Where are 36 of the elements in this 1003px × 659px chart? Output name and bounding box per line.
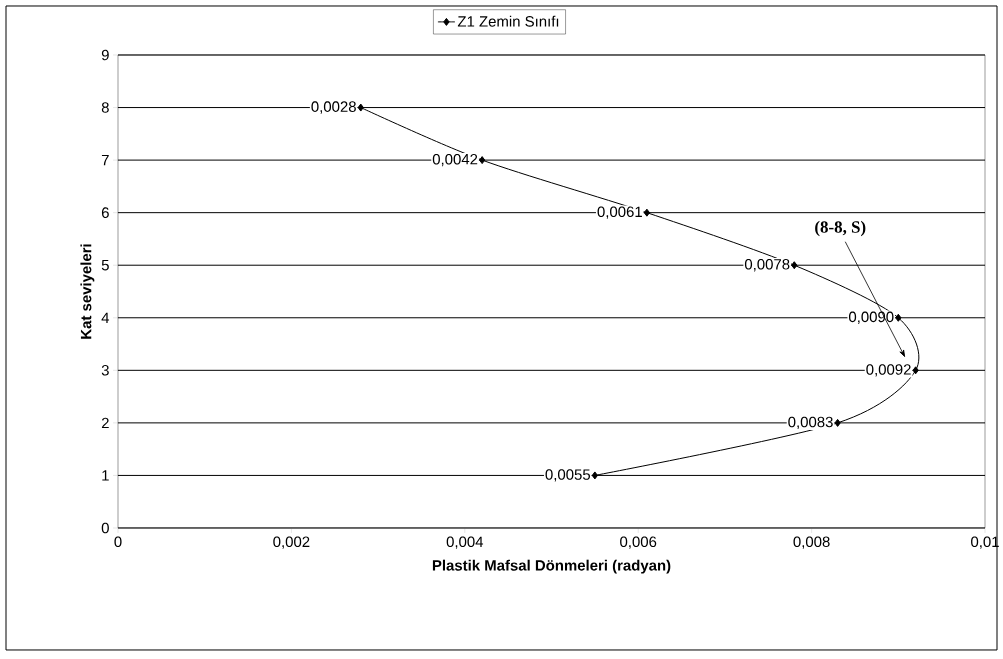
y-axis-title: Kat seviyeleri	[80, 244, 95, 339]
y-tick-label: 1	[102, 470, 109, 481]
x-axis-title: Plastik Mafsal Dönmeleri (radyan)	[432, 559, 671, 574]
point	[912, 366, 919, 375]
annotation: 0,0055	[545, 469, 591, 482]
x-tick-label: 0,008	[793, 536, 830, 549]
point	[834, 418, 841, 427]
x-tick-label: 0,006	[620, 536, 657, 549]
y-tick-label: 9	[101, 49, 109, 61]
y-tick-label: 0	[101, 522, 109, 534]
annotation: 0,0090	[848, 311, 894, 324]
annotation: 0,0078	[744, 259, 790, 272]
x-tick-label: 0,002	[273, 536, 310, 549]
point	[357, 103, 364, 112]
x-tick-label: 0,004	[446, 536, 484, 549]
point	[479, 156, 486, 165]
annotation: (8-8, S)	[815, 220, 866, 237]
legend-label: Z1 Zemin Sınıfı	[457, 15, 559, 27]
y-tick-label: 5	[101, 260, 109, 271]
annotation: 0,0092	[866, 364, 911, 377]
annotation: 0,0083	[788, 416, 833, 430]
annotation: 0,0061	[597, 206, 642, 219]
point	[591, 471, 598, 480]
point	[643, 208, 651, 217]
y-tick-label: 4	[101, 312, 110, 323]
y-tick-label: 3	[101, 365, 109, 376]
y-tick-label: 6	[101, 207, 109, 218]
x-tick-label: 0	[114, 536, 122, 548]
y-tick-label: 2	[101, 417, 109, 429]
x-tick-label: 0,01	[971, 536, 999, 549]
annotation: 0,0042	[432, 153, 478, 167]
y-tick-label: 7	[101, 154, 109, 166]
y-tick-label: 8	[101, 102, 109, 113]
point	[895, 313, 902, 322]
annotation: 0,0028	[311, 101, 356, 114]
point	[791, 261, 798, 270]
